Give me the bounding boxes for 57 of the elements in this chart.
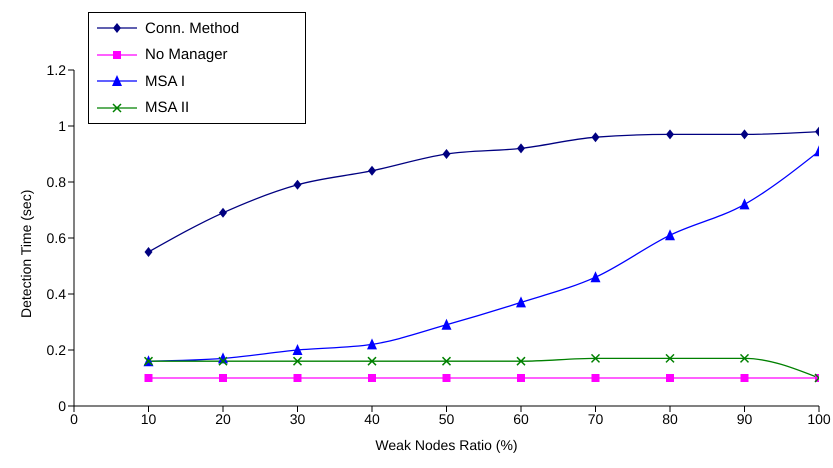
- point: [740, 129, 748, 140]
- y-tick-label: 0.6: [46, 230, 66, 246]
- x-axis-title: Weak Nodes Ratio (%): [375, 437, 518, 453]
- point: [144, 247, 152, 257]
- point: [368, 374, 376, 382]
- x-tick-label: 40: [364, 410, 380, 427]
- point: [294, 180, 302, 190]
- point: [219, 374, 227, 382]
- x-tick-label: 0: [70, 410, 78, 427]
- x-tick-label: 100: [807, 410, 831, 427]
- y-tick-label: 1.2: [46, 62, 66, 78]
- point: [517, 143, 525, 154]
- point: [665, 354, 675, 364]
- point: [666, 374, 674, 382]
- y-tick-label: 0.2: [46, 342, 66, 358]
- y-tick-label: 0: [58, 398, 66, 414]
- legend-label: MSA II: [145, 99, 190, 116]
- point: [442, 318, 452, 330]
- point: [218, 356, 228, 366]
- point: [368, 166, 376, 176]
- point: [740, 354, 750, 364]
- point: [442, 374, 450, 382]
- y-tick-label: 0.4: [46, 286, 66, 302]
- point: [442, 356, 452, 366]
- point: [292, 344, 302, 355]
- x-tick-label: 20: [215, 410, 231, 427]
- y-tick-label: 1: [58, 118, 66, 134]
- x-tick-label: 70: [588, 410, 604, 427]
- point: [367, 356, 377, 366]
- point: [292, 356, 302, 366]
- point: [516, 296, 526, 308]
- point: [666, 129, 674, 140]
- point: [590, 354, 600, 364]
- x-tick-label: 60: [513, 410, 529, 427]
- point: [592, 374, 600, 382]
- x-tick-label: 30: [290, 410, 306, 427]
- point: [665, 229, 675, 240]
- point: [740, 198, 750, 210]
- legend-label: No Manager: [145, 46, 228, 64]
- point: [590, 271, 600, 282]
- legend-label: Conn. Method: [145, 20, 240, 37]
- point: [516, 356, 526, 366]
- x-tick-label: 90: [736, 410, 752, 427]
- y-axis-title: Detection Time (sec): [18, 190, 34, 318]
- y-tick-label: 0.8: [46, 174, 66, 190]
- x-tick-label: 50: [438, 410, 454, 427]
- point: [219, 208, 227, 218]
- x-tick-label: 10: [140, 410, 156, 427]
- point: [442, 149, 450, 159]
- legend-label: MSA I: [145, 72, 186, 90]
- point: [517, 374, 525, 382]
- point: [592, 132, 600, 142]
- point: [294, 374, 302, 382]
- point: [367, 338, 377, 350]
- x-tick-label: 80: [662, 410, 678, 427]
- point: [740, 374, 748, 382]
- point: [144, 374, 152, 382]
